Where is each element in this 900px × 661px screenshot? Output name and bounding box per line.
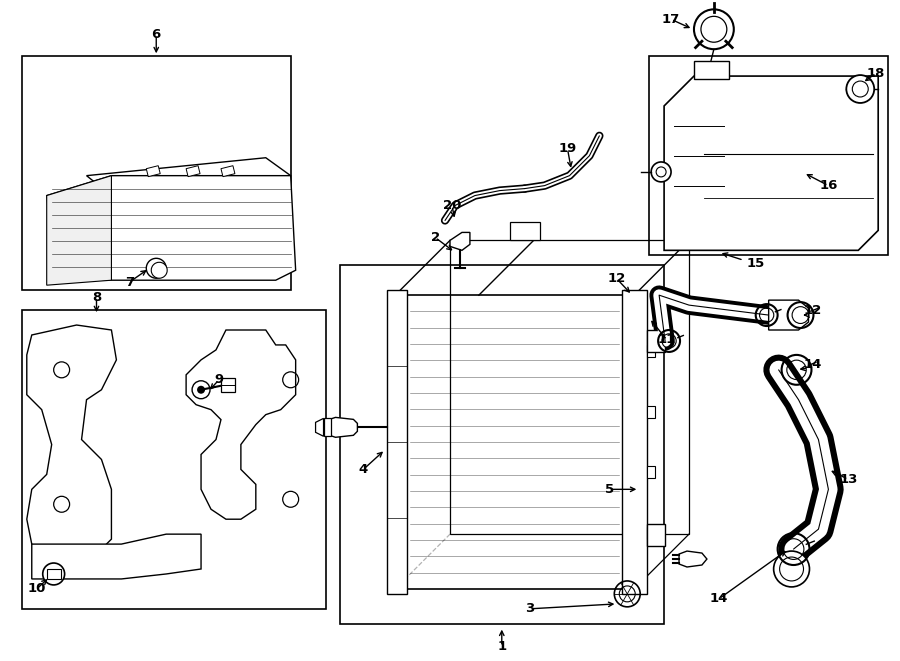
Text: 3: 3	[525, 602, 535, 615]
Text: 19: 19	[558, 142, 577, 155]
Text: 13: 13	[839, 473, 858, 486]
Bar	[221, 378, 235, 392]
Bar	[22, 56, 291, 290]
Bar	[647, 467, 655, 479]
Bar	[694, 61, 729, 79]
Polygon shape	[221, 166, 235, 176]
Text: 20: 20	[443, 199, 461, 212]
Bar	[622, 290, 647, 594]
Text: 11: 11	[658, 333, 676, 346]
Polygon shape	[323, 417, 357, 438]
Text: 12: 12	[608, 272, 625, 285]
Bar	[647, 527, 655, 539]
Bar	[647, 406, 655, 418]
Polygon shape	[450, 233, 470, 251]
Circle shape	[147, 258, 166, 278]
Text: 4: 4	[359, 463, 368, 476]
Text: 15: 15	[747, 256, 765, 270]
Bar	[387, 290, 407, 594]
Bar	[22, 310, 326, 609]
Text: 2: 2	[430, 231, 439, 244]
Circle shape	[774, 551, 809, 587]
Text: 5: 5	[605, 483, 614, 496]
Polygon shape	[47, 176, 296, 280]
Polygon shape	[664, 76, 878, 251]
Circle shape	[694, 9, 733, 49]
Polygon shape	[323, 418, 330, 436]
Text: 10: 10	[28, 582, 46, 596]
Text: 18: 18	[867, 67, 886, 79]
Text: 12: 12	[804, 303, 822, 317]
Text: 9: 9	[214, 373, 223, 386]
Polygon shape	[186, 166, 200, 176]
Text: 14: 14	[710, 592, 728, 605]
Bar	[340, 265, 664, 624]
Bar	[647, 524, 665, 546]
Text: 1: 1	[497, 640, 507, 653]
Circle shape	[192, 381, 210, 399]
Text: 14: 14	[804, 358, 822, 371]
Polygon shape	[769, 300, 808, 330]
Polygon shape	[86, 158, 291, 196]
Text: 6: 6	[151, 28, 161, 41]
Text: 16: 16	[819, 179, 838, 192]
Bar	[509, 223, 540, 241]
Text: 7: 7	[125, 276, 134, 289]
Bar	[647, 330, 665, 352]
Text: 17: 17	[662, 13, 680, 26]
Wedge shape	[151, 262, 167, 278]
Bar	[647, 345, 655, 357]
Polygon shape	[186, 330, 296, 519]
Polygon shape	[47, 569, 60, 579]
Polygon shape	[32, 534, 201, 579]
Circle shape	[197, 386, 205, 394]
Polygon shape	[147, 166, 160, 176]
Polygon shape	[47, 176, 112, 285]
Bar	[649, 56, 888, 255]
Circle shape	[652, 162, 671, 182]
Polygon shape	[27, 325, 116, 557]
Text: 8: 8	[92, 291, 101, 303]
Circle shape	[42, 563, 65, 585]
Circle shape	[846, 75, 874, 103]
Polygon shape	[316, 418, 323, 436]
Polygon shape	[679, 551, 706, 567]
